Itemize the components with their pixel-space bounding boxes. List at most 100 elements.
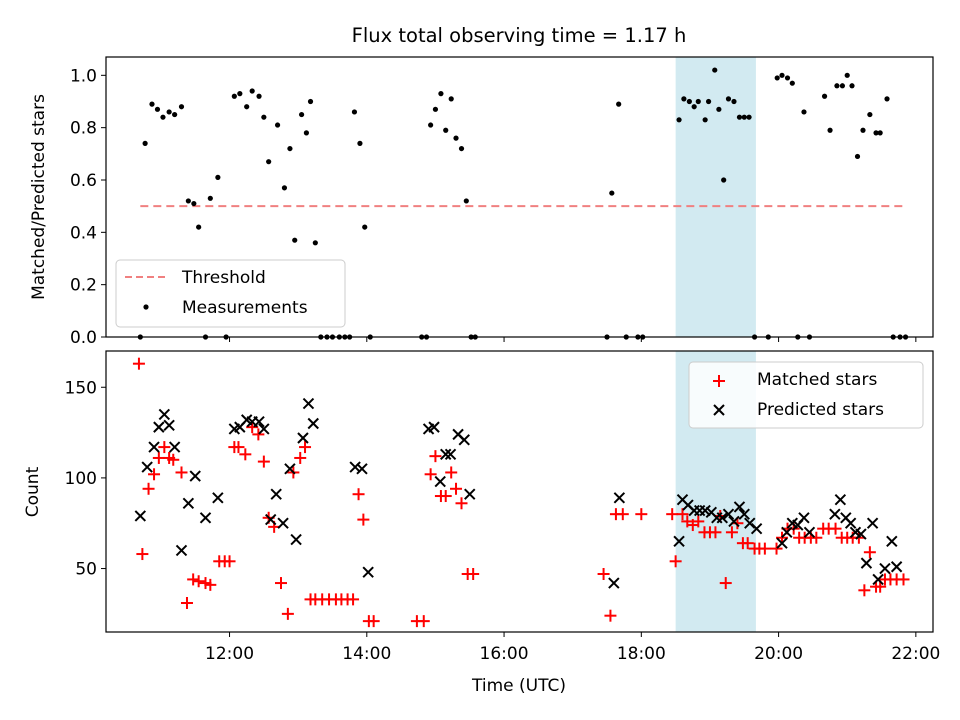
legend-predicted-label: Predicted stars (757, 400, 884, 420)
ratio-legend: Threshold Measurements (115, 259, 346, 328)
matched-star-point (616, 508, 629, 521)
predicted-star-point (153, 421, 165, 433)
x-tick-label: 22:00 (891, 644, 940, 664)
predicted-star-point (879, 562, 891, 575)
matched-star-point (275, 577, 288, 590)
matched-star-point (450, 482, 463, 495)
measurement-point (854, 153, 861, 160)
matched-star-point (897, 573, 910, 586)
predicted-star-point (270, 488, 282, 500)
legend-measurements-label: Measurements (182, 298, 308, 318)
predicted-star-point (744, 517, 756, 529)
predicted-star-point (738, 508, 750, 520)
measurement-point (458, 145, 465, 152)
measurement-point (453, 135, 459, 141)
ratio-highlight-band (675, 57, 756, 337)
matched-star-point (299, 441, 312, 454)
predicted-star-point (428, 421, 440, 433)
matched-star-point (467, 567, 480, 580)
predicted-star-point (265, 513, 277, 526)
measurement-point (789, 80, 795, 86)
predicted-star-point (673, 535, 685, 548)
matched-star-point (776, 531, 789, 544)
measurement-point (261, 114, 267, 120)
predicted-star-point (253, 415, 265, 428)
ratio-marks (137, 67, 909, 340)
ratio-y-axis-label: Matched/Predicted stars (29, 94, 49, 300)
measurement-point (281, 185, 288, 191)
predicted-star-point (189, 470, 201, 482)
predicted-star-point (844, 517, 857, 529)
measurement-point (681, 96, 687, 102)
measurement-point (849, 83, 855, 89)
matched-star-point (417, 615, 430, 628)
measurement-point (716, 106, 722, 112)
matched-star-point (676, 508, 689, 521)
measurement-point (463, 198, 469, 204)
matched-star-point (187, 573, 200, 586)
predicted-star-point (829, 508, 841, 520)
measurement-point (154, 106, 161, 112)
count-legend-box (688, 361, 924, 429)
measurement-point (244, 104, 250, 110)
matched-star-point (635, 508, 648, 521)
predicted-star-point (803, 526, 816, 538)
predicted-star-point (440, 448, 452, 461)
legend-threshold-label: Threshold (181, 268, 266, 288)
matched-star-point (367, 615, 380, 628)
predicted-star-point (307, 417, 319, 430)
predicted-star-point (444, 448, 457, 461)
x-tick-label: 20:00 (754, 644, 803, 664)
predicted-star-point (290, 533, 302, 546)
predicted-star-point (175, 544, 188, 557)
measurement-point (884, 96, 890, 102)
matched-star-point (863, 546, 876, 559)
x-axis-label: Time (UTC) (471, 676, 566, 696)
matched-star-point (152, 451, 165, 464)
measurement-point (249, 88, 255, 94)
measurement-point (357, 140, 363, 146)
measurement-point (237, 91, 243, 97)
matched-star-point (666, 508, 679, 521)
predicted-star-point (362, 566, 374, 578)
measurement-point (292, 237, 298, 243)
predicted-star-point (860, 557, 873, 569)
matched-star-point (142, 482, 155, 495)
predicted-star-point (258, 423, 270, 435)
measurement-point (721, 177, 727, 183)
measurement-point (298, 111, 305, 118)
matched-star-point (709, 526, 722, 539)
predicted-star-point (613, 492, 626, 504)
measurement-point (834, 83, 840, 89)
measurement-point (166, 109, 172, 115)
matched-star-point (439, 490, 452, 503)
measurement-point (307, 98, 314, 105)
ratio-panel: 0.0 0.2 0.4 0.6 0.8 1.0 Matched/Predicted sta… (29, 56, 934, 348)
matched-star-point (741, 537, 754, 550)
legend-matched-label: Matched stars (757, 370, 877, 390)
measurement-point (142, 140, 148, 146)
count-plot-frame (105, 350, 934, 633)
predicted-star-point (284, 463, 296, 475)
matched-star-point (719, 577, 732, 590)
measurement-point (303, 130, 310, 136)
measurement-point (702, 117, 708, 123)
legend-predicted-swatch (713, 404, 725, 416)
ratio-plot-frame (105, 56, 934, 338)
matched-star-point (180, 596, 193, 609)
predicted-star-point (781, 526, 793, 538)
matched-star-point (246, 421, 259, 434)
measurement-point (867, 111, 873, 118)
matched-star-point (852, 531, 865, 544)
measurement-point (196, 224, 202, 230)
measurement-point (691, 104, 697, 110)
count-y-ticks: 50 100 150 (65, 378, 106, 580)
predicted-star-point (722, 508, 735, 520)
predicted-star-point (134, 510, 147, 522)
count-legend: Matched stars Predicted stars (688, 361, 924, 429)
predicted-star-point (608, 577, 620, 589)
measurement-point (185, 198, 191, 204)
measurement-point (266, 159, 272, 165)
measurement-point (705, 98, 712, 105)
measurement-point (746, 114, 752, 120)
